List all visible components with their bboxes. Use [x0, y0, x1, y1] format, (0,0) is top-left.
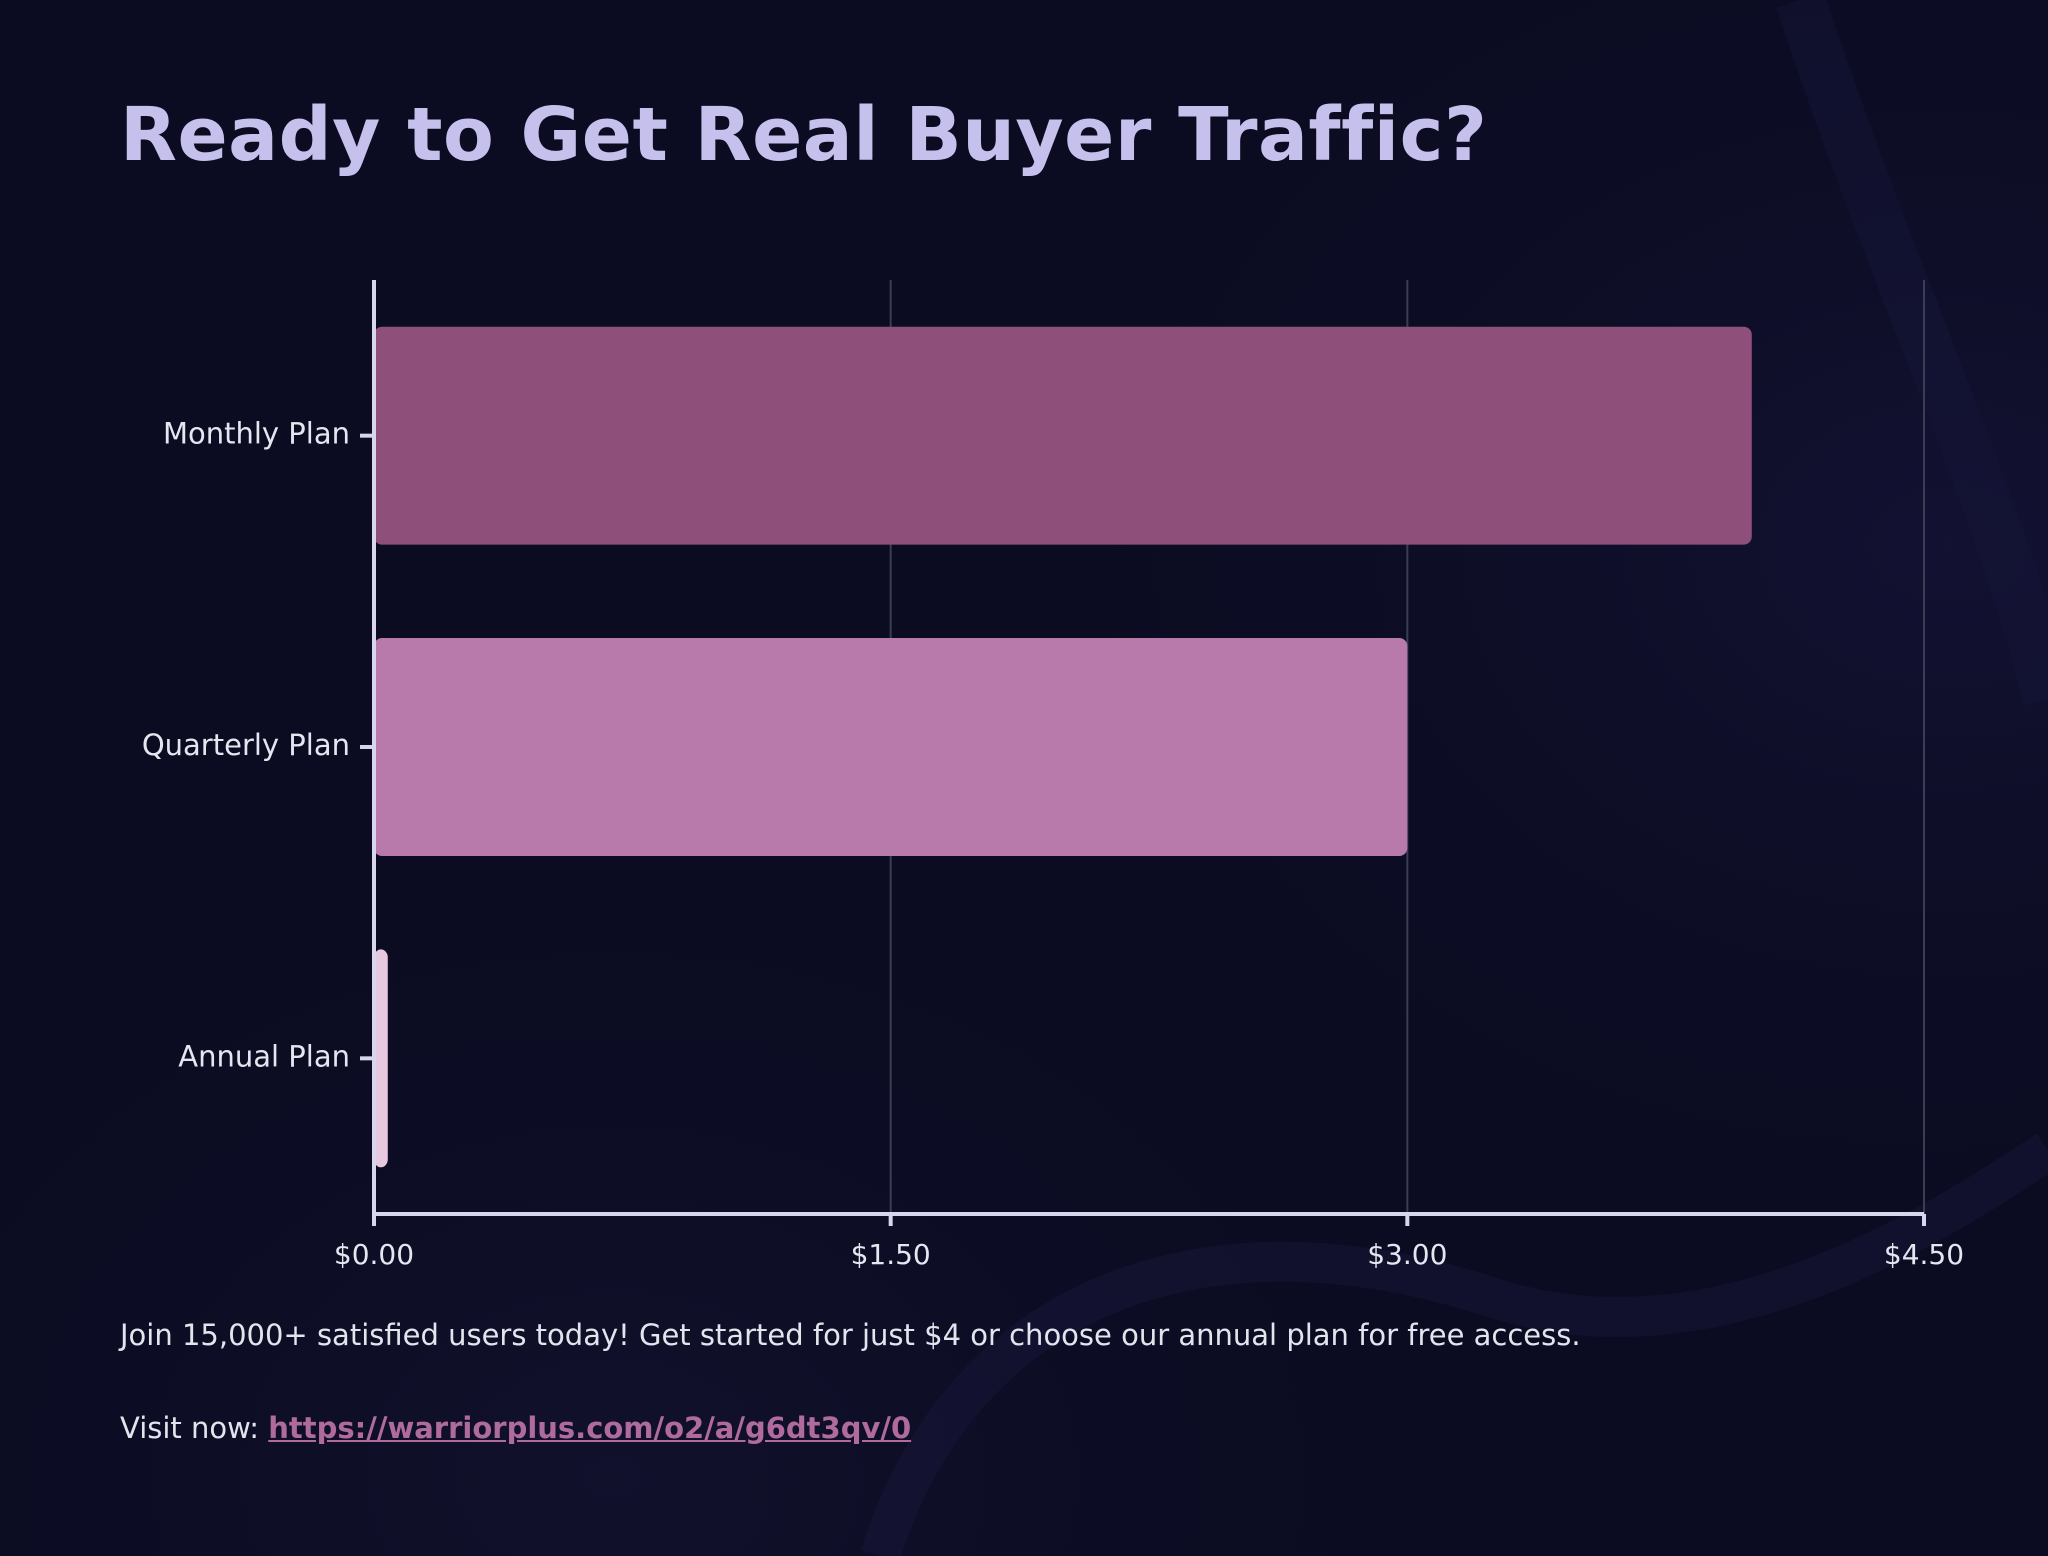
bars: [374, 326, 1752, 1168]
x-tick-label-2: $3.00: [1367, 1238, 1447, 1271]
page-title: Ready to Get Real Buyer Traffic?: [120, 92, 1488, 178]
visit-prefix: Visit now:: [120, 1411, 269, 1445]
x-tick-label-1: $1.50: [851, 1238, 931, 1271]
visit-line: Visit now: https://warriorplus.com/o2/a/…: [120, 1411, 911, 1445]
y-tick-label-1: Quarterly Plan: [142, 728, 350, 762]
visit-link[interactable]: https://warriorplus.com/o2/a/g6dt3qv/0: [268, 1411, 912, 1445]
bar-quarterly-plan: [374, 638, 1408, 856]
bar-annual-plan: [374, 949, 388, 1168]
description-text: Join 15,000+ satisfied users today! Get …: [120, 1318, 1581, 1352]
y-tick-label-0: Monthly Plan: [163, 417, 350, 451]
x-tick-label-0: $0.00: [334, 1238, 414, 1271]
y-tick-label-2: Annual Plan: [178, 1039, 350, 1073]
bar-monthly-plan: [374, 326, 1752, 545]
axes: [360, 280, 1926, 1226]
bar-chart: Monthly Plan Quarterly Plan Annual Plan $0.…: [142, 280, 1964, 1271]
tick-labels: Monthly Plan Quarterly Plan Annual Plan $0.…: [142, 417, 1964, 1271]
x-tick-label-3: $4.50: [1884, 1238, 1964, 1271]
